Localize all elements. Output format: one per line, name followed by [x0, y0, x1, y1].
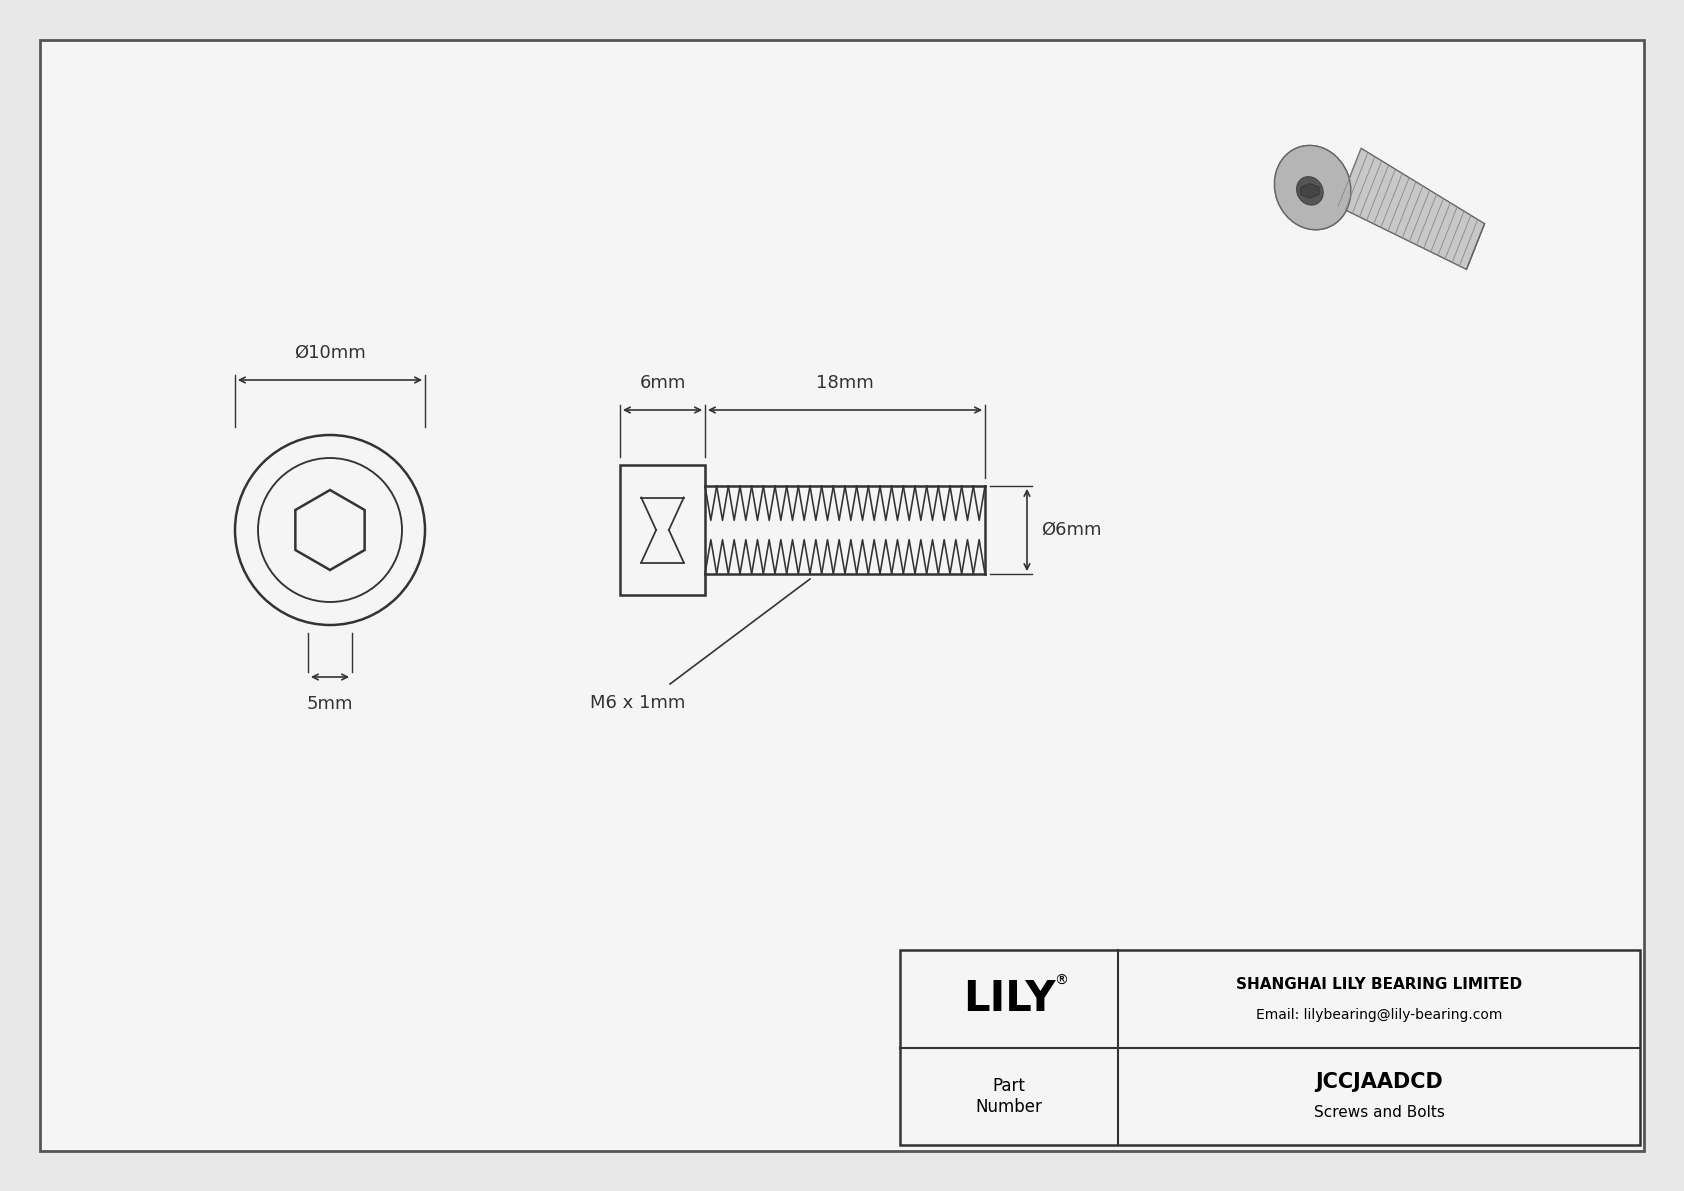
Ellipse shape [1275, 145, 1351, 230]
Polygon shape [1300, 183, 1319, 198]
Text: Screws and Bolts: Screws and Bolts [1314, 1105, 1445, 1120]
Text: M6 x 1mm: M6 x 1mm [589, 694, 685, 712]
Text: ®: ® [1054, 974, 1068, 987]
Ellipse shape [1275, 145, 1351, 230]
Text: 5mm: 5mm [306, 696, 354, 713]
Text: Email: lilybearing@lily-bearing.com: Email: lilybearing@lily-bearing.com [1256, 1008, 1502, 1022]
Text: JCCJAADCD: JCCJAADCD [1315, 1072, 1443, 1092]
Text: Part
Number: Part Number [975, 1077, 1042, 1116]
Polygon shape [1300, 183, 1319, 198]
Text: 6mm: 6mm [640, 374, 685, 392]
Text: Ø6mm: Ø6mm [1041, 520, 1101, 540]
Bar [620, 464, 706, 596]
Bar [899, 950, 1640, 1145]
Text: SHANGHAI LILY BEARING LIMITED: SHANGHAI LILY BEARING LIMITED [1236, 978, 1522, 992]
Polygon shape [1339, 148, 1485, 269]
Ellipse shape [1297, 176, 1324, 205]
Ellipse shape [1297, 176, 1324, 205]
Text: Ø10mm: Ø10mm [295, 344, 365, 362]
Text: 18mm: 18mm [817, 374, 874, 392]
Text: LILY: LILY [963, 978, 1056, 1019]
